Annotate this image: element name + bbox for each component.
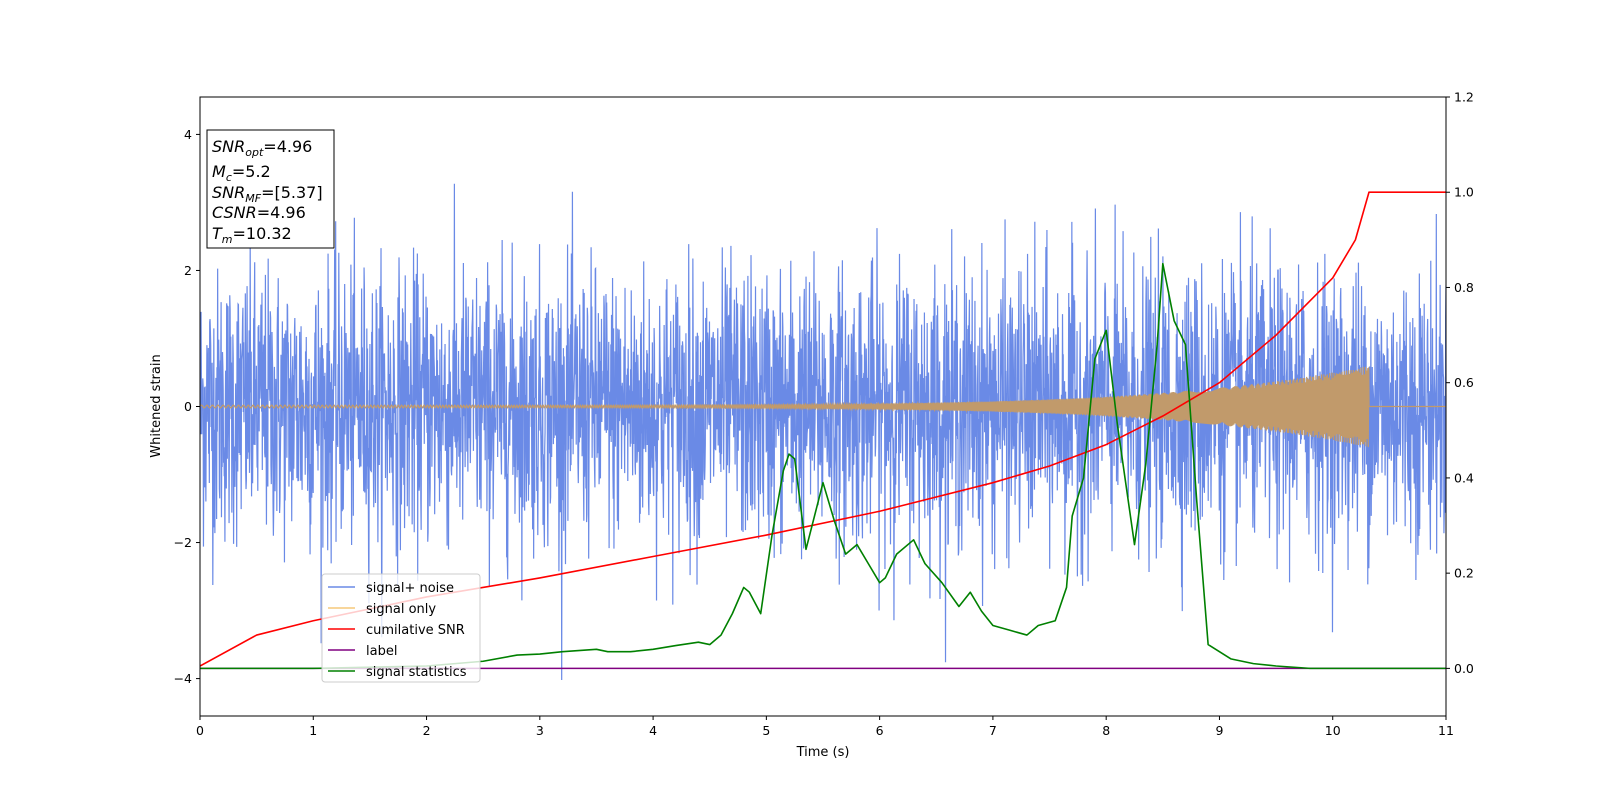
x-tick-label: 4 xyxy=(649,723,657,738)
y2-tick-label: 0.8 xyxy=(1454,280,1474,295)
x-tick-label: 6 xyxy=(876,723,884,738)
y2-tick-label: 0.6 xyxy=(1454,375,1474,390)
legend-label: cumilative SNR xyxy=(366,623,465,638)
series-signal-only xyxy=(200,366,1446,448)
legend-frame xyxy=(321,573,481,683)
x-tick-label: 5 xyxy=(762,723,770,738)
y2-tick-label: 0.2 xyxy=(1454,566,1474,581)
y-axis-label: Whitened strain xyxy=(149,354,164,457)
x-axis-label: Time (s) xyxy=(796,745,850,760)
annotation-line: SNRopt=4.96 xyxy=(212,137,312,159)
y2-tick-label: 0.4 xyxy=(1454,470,1474,485)
y2-tick-label: 1.2 xyxy=(1454,90,1474,105)
legend-label: label xyxy=(366,644,397,659)
x-tick-label: 3 xyxy=(536,723,544,738)
x-tick-label: 1 xyxy=(309,723,317,738)
y-tick-label: 2 xyxy=(184,263,192,278)
x-tick-label: 9 xyxy=(1215,723,1223,738)
series-signal-statistics xyxy=(200,262,1446,670)
x-tick-label: 7 xyxy=(989,723,997,738)
annotation-line: Tm=10.32 xyxy=(212,224,292,246)
y2-tick-label: 1.0 xyxy=(1454,185,1474,200)
annotation-line: Mc=5.2 xyxy=(212,162,271,184)
series-signal-noise xyxy=(200,183,1446,681)
annotation-line: CSNR=4.96 xyxy=(212,203,306,222)
legend-label: signal only xyxy=(366,602,436,617)
ticks-layer: 0 1 2 3 4 5 6 7 8 9 10 11 4 2 0 −2 −4 1.2 1.0 0.8 0.6 0.4 0.2 0… xyxy=(174,90,1474,739)
x-tick-label: 11 xyxy=(1438,723,1454,738)
annotation-line: SNRMF=[5.37] xyxy=(212,183,323,205)
x-tick-label: 8 xyxy=(1102,723,1110,738)
legend-label: signal+ noise xyxy=(366,581,454,596)
y-tick-label: −4 xyxy=(174,671,192,686)
legend-label: signal statistics xyxy=(366,665,467,680)
legend: signal+ noise signal only cumilative SNR la… xyxy=(321,573,481,683)
x-tick-label: 10 xyxy=(1325,723,1341,738)
x-tick-label: 0 xyxy=(196,723,204,738)
annotation-frame xyxy=(206,129,335,249)
x-tick-label: 2 xyxy=(423,723,431,738)
y-tick-label: −2 xyxy=(174,535,192,550)
y-tick-label: 4 xyxy=(184,127,192,142)
y2-tick-label: 0.0 xyxy=(1454,661,1474,676)
y-tick-label: 0 xyxy=(184,399,192,414)
